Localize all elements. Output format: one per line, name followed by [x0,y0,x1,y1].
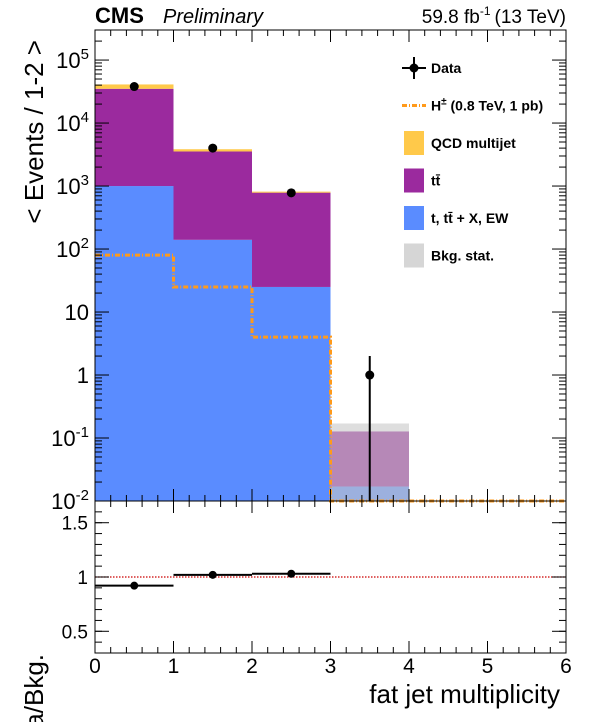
legend-label: QCD multijet [431,135,516,151]
legend-label: H± (0.8 TeV, 1 pb) [431,97,543,114]
ratio-point [130,581,139,590]
data-point [208,143,218,153]
y-tick-label: 1 [77,363,89,388]
x-tick-label: 2 [246,655,258,678]
status-label: Preliminary [163,6,264,28]
legend-data-marker [409,63,419,73]
bar-tt--bin-2 [252,192,331,287]
signal-line [95,253,566,503]
bar-t-tt-x-ew-bin-0 [95,186,174,501]
bar-tt--bin-1 [173,151,252,240]
ratio-point [287,569,296,578]
ratio-y-tick-label: 1 [77,568,88,589]
x-tick-label: 0 [89,655,101,678]
bar-t-tt-x-ew-bin-1 [173,239,252,501]
y-tick-label: 10 [65,300,89,325]
y-tick-label: 104 [56,109,89,136]
legend-swatch [404,206,424,230]
legend-label: t, tt̄ + X, EW [431,210,509,226]
lumi-value: 59.8 fb [422,7,480,28]
y-tick-label: 10-2 [51,487,89,514]
legend-label: Bkg. stat. [431,248,494,264]
legend-swatch [404,168,424,193]
bar-t-tt-x-ew-bin-2 [252,286,331,501]
main-y-axis-label: < Events / 1-2 > [19,40,49,224]
x-tick-label: 5 [482,655,494,678]
legend-label: Data [431,60,462,76]
data-points [129,82,375,501]
main-axes: 10-2 10-1 1 10 102 103 104 105 [51,29,567,514]
ratio-y-tick-label: 1.5 [62,514,88,535]
data-point [365,370,375,380]
x-tick-label: 4 [403,655,415,678]
bar-tt--bin-0 [95,88,174,187]
y-tick-label: 105 [56,46,89,73]
legend-swatch [404,131,424,155]
y-tick-label: 10-1 [51,424,89,451]
y-tick-label: 102 [56,235,89,262]
ratio-point [208,570,217,579]
legend: Data H± (0.8 TeV, 1 pb) QCD multijet tt̄ t, … [402,57,543,268]
ratio-y-axis-label: Data/Bkg. [19,654,49,722]
data-point [129,82,139,92]
x-axis-label: fat jet multiplicity [369,679,560,709]
signal-histogram [95,253,566,503]
y-tick-label: 103 [56,172,89,199]
lumi-label: 59.8 fb-1 (13 TeV) [422,4,566,28]
x-tick-label: 3 [325,655,337,678]
lumi-exponent: -1 [480,4,491,18]
x-tick-label: 6 [560,655,572,678]
legend-swatch [404,243,424,268]
energy-value: (13 TeV) [495,7,566,28]
data-point [286,188,296,198]
legend-label: tt̄ [431,172,441,188]
ratio-plot: 0.5 1 1.5 0 1 2 3 4 5 6 [62,500,572,678]
ratio-y-tick-label: 0.5 [62,622,88,643]
x-tick-label: 1 [168,655,180,678]
experiment-label: CMS [95,3,144,28]
